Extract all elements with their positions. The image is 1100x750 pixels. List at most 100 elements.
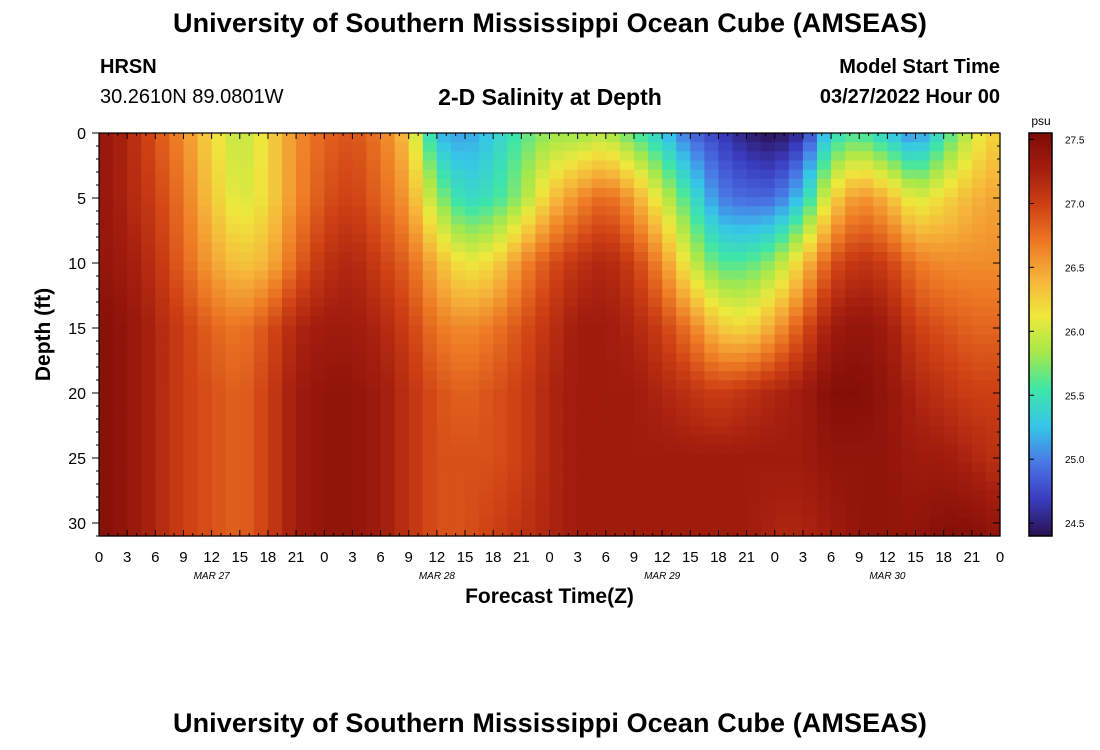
heatmap-cell [662, 481, 677, 491]
heatmap-cell [211, 307, 227, 317]
heatmap-cell [690, 481, 705, 491]
heatmap-cell [436, 215, 452, 226]
heatmap-cell [338, 471, 354, 482]
heatmap-cell [901, 435, 917, 446]
heatmap-cell [296, 316, 311, 326]
heatmap-cell [141, 169, 156, 180]
heatmap-cell [479, 352, 494, 363]
chart-title: 2-D Salinity at Depth [438, 84, 662, 110]
heatmap-cell [310, 279, 325, 290]
heatmap-cell [690, 261, 705, 271]
heatmap-cell [577, 206, 593, 217]
heatmap-cell [352, 471, 368, 482]
heatmap-cell [141, 508, 156, 519]
heatmap-cell [366, 407, 382, 418]
heatmap-cell [211, 224, 227, 235]
heatmap-cell [155, 252, 170, 262]
heatmap-cell [831, 453, 846, 464]
heatmap-cell [577, 416, 593, 427]
heatmap-cell [253, 334, 269, 345]
heatmap-cell [915, 517, 931, 528]
heatmap-cell [99, 160, 114, 171]
heatmap-cell [816, 526, 832, 537]
heatmap-cell [366, 206, 382, 217]
heatmap-cell [394, 270, 410, 281]
heatmap-cell [155, 178, 170, 189]
heatmap-cell [985, 462, 1001, 473]
heatmap-cell [633, 389, 649, 400]
heatmap-cell [732, 526, 748, 537]
heatmap-cell [127, 508, 142, 519]
x-tick-label: 6 [827, 549, 835, 566]
heatmap-cell [296, 270, 311, 281]
heatmap-cell [929, 407, 945, 418]
heatmap-cell [253, 151, 269, 162]
heatmap-cell [436, 178, 452, 189]
heatmap-cell [493, 517, 508, 528]
heatmap-cell [662, 178, 677, 189]
heatmap-cell [619, 426, 635, 436]
heatmap-cell [127, 481, 142, 491]
heatmap-cell [704, 261, 720, 271]
heatmap-cell [493, 471, 508, 482]
heatmap-cell [788, 288, 804, 299]
heatmap-cell [859, 416, 874, 427]
heatmap-cell [887, 389, 903, 400]
heatmap-cell [436, 316, 452, 326]
x-tick-label: 0 [545, 549, 553, 566]
heatmap-cell [816, 187, 832, 198]
footer-title: University of Southern Mississippi Ocean… [172, 708, 928, 738]
heatmap-cell [760, 206, 776, 217]
heatmap-cell [943, 334, 959, 345]
heatmap-cell [957, 242, 973, 253]
heatmap-cell [183, 371, 199, 381]
heatmap-cell [169, 416, 185, 427]
heatmap-cell [267, 490, 283, 500]
heatmap-cell [929, 517, 945, 528]
heatmap-cell [113, 389, 128, 400]
heatmap-cell [957, 380, 973, 391]
heatmap-cell [648, 197, 663, 207]
heatmap-cell [704, 389, 720, 400]
heatmap-cell [549, 242, 565, 253]
heatmap-cell [816, 407, 832, 418]
heatmap-cell [957, 444, 973, 455]
heatmap-cell [535, 490, 551, 500]
heatmap-cell [282, 471, 297, 482]
heatmap-cell [704, 444, 720, 455]
heatmap-cell [816, 151, 832, 162]
heatmap-cell [957, 481, 973, 491]
heatmap-cell [746, 398, 762, 409]
heatmap-cell [380, 416, 396, 427]
heatmap-cell [197, 325, 213, 336]
heatmap-cell [845, 481, 860, 491]
heatmap-cell [493, 187, 508, 198]
heatmap-cell [338, 242, 354, 253]
heatmap-cell [648, 270, 663, 281]
heatmap-cell [380, 471, 396, 482]
heatmap-cell [380, 352, 396, 363]
heatmap-cell [211, 169, 227, 180]
heatmap-cell [267, 307, 283, 317]
heatmap-cell [521, 224, 537, 235]
heatmap-cell [225, 352, 241, 363]
heatmap-cell [352, 187, 368, 198]
heatmap-cell [282, 490, 297, 500]
heatmap-cell [802, 471, 818, 482]
heatmap-cell [225, 453, 241, 464]
heatmap-cell [746, 343, 762, 354]
heatmap-cell [915, 361, 931, 372]
heatmap-cell [324, 371, 339, 381]
heatmap-cell [704, 499, 720, 510]
heatmap-cell [225, 142, 241, 152]
heatmap-cell [915, 352, 931, 363]
heatmap-cell [648, 261, 663, 271]
heatmap-cell [324, 261, 339, 271]
heatmap-cell [732, 316, 748, 326]
heatmap-cell [352, 426, 368, 436]
heatmap-cell [127, 343, 142, 354]
heatmap-cell [408, 508, 424, 519]
heatmap-cell [943, 297, 959, 308]
heatmap-cell [774, 389, 790, 400]
heatmap-cell [394, 462, 410, 473]
